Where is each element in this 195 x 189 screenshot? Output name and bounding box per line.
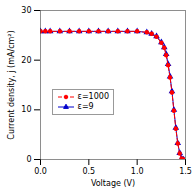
- html-text:ε=9: ε=9: [77, 102, 94, 112]
- svg-text:10: 10: [21, 105, 31, 114]
- svg-text:1.5: 1.5: [179, 167, 192, 176]
- svg-text:20: 20: [21, 56, 31, 65]
- svg-text:0.0: 0.0: [34, 167, 47, 176]
- svg-text:Voltage (V): Voltage (V): [91, 179, 135, 188]
- svg-text:30: 30: [21, 6, 31, 15]
- html-text:ε=1000: ε=1000: [77, 92, 109, 102]
- svg-text:1.0: 1.0: [131, 167, 144, 176]
- svg-text:Current density, j (mA/cm²): Current density, j (mA/cm²): [7, 30, 16, 139]
- svg-text:0.5: 0.5: [82, 167, 95, 176]
- svg-text:0: 0: [26, 155, 31, 164]
